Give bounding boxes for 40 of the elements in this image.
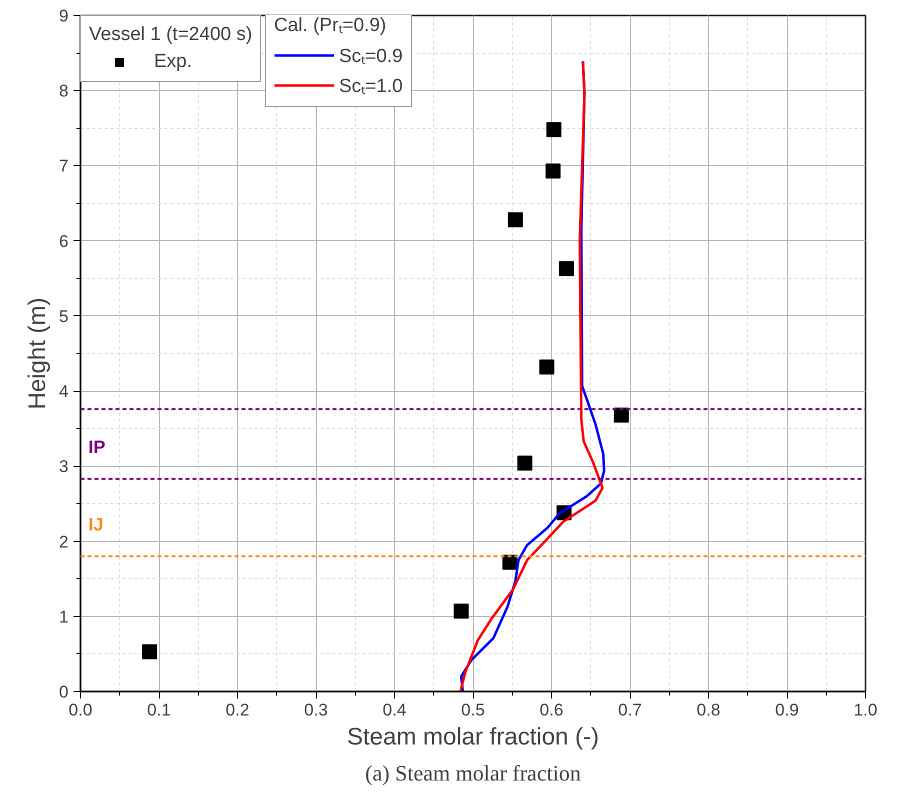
y-tick-label: 4 [59, 382, 69, 402]
annotation: Cal. (Prₜ=0.9) [274, 14, 388, 37]
y-tick-label: 9 [59, 6, 69, 26]
x-tick-label: 0.5 [461, 700, 485, 720]
y-tick-label: 1 [59, 607, 69, 626]
x-tick-label: 0.2 [226, 700, 250, 720]
point [142, 644, 158, 660]
x-tick-label: 0.6 [540, 700, 564, 720]
x-tick-label: 1.0 [854, 700, 878, 720]
legend-label: Exp. [154, 51, 192, 73]
point [546, 122, 562, 138]
x-tick-label: 0.9 [775, 700, 799, 720]
y-tick-label: 7 [59, 156, 69, 176]
x-axis-title: Steam molar fraction (-) [346, 724, 600, 750]
point [558, 261, 574, 276]
y-tick-label: 3 [59, 457, 69, 476]
legend-label: Scₜ=0.9 [339, 45, 403, 68]
x-tick-label: 0.4 [382, 700, 406, 720]
y-tick-label: 6 [59, 232, 69, 251]
point [454, 604, 469, 619]
ref-line-label: IP [88, 436, 106, 457]
legend-title: Vessel 1 (t=2400 s) [89, 24, 252, 46]
point [517, 456, 532, 471]
y-tick-label: 0 [59, 682, 69, 702]
x-tick-label: 0.8 [696, 700, 720, 720]
x-tick-label: 0.3 [304, 700, 328, 720]
y-tick-label: 5 [59, 306, 69, 326]
ref-line-label: IJ [88, 514, 104, 534]
x-tick-label: 0.1 [147, 700, 171, 720]
x-tick-label: 0.0 [68, 700, 92, 720]
point [614, 408, 629, 423]
text: (a) Steam molar fraction [365, 760, 581, 786]
point [546, 163, 561, 178]
y-axis-title: Height (m) [24, 297, 52, 410]
point [539, 360, 554, 375]
x-tick-label: 0.7 [618, 700, 642, 720]
y-tick-label: 2 [59, 532, 69, 552]
y-tick-label: 8 [59, 82, 69, 101]
legend-label: Scₜ=1.0 [339, 75, 403, 98]
point [508, 212, 523, 228]
